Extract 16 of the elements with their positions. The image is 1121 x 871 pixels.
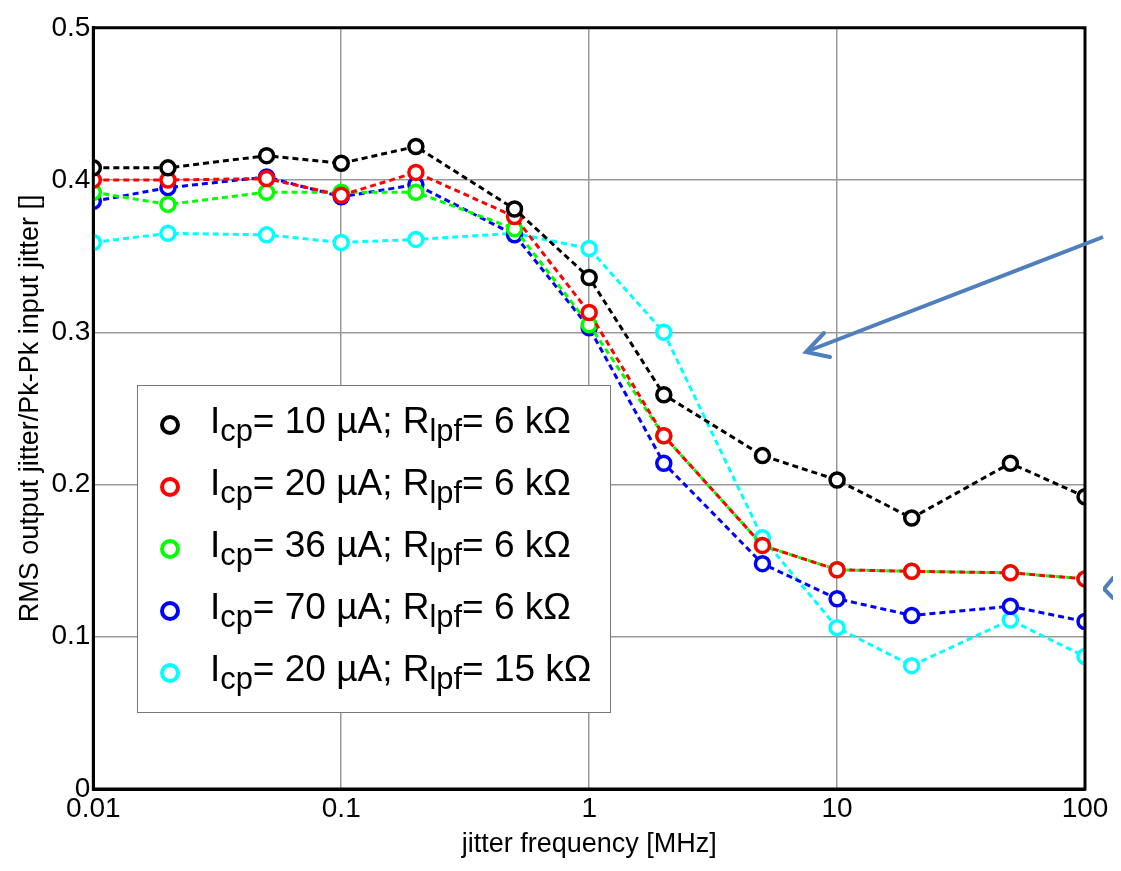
- x-tick-label: 100: [1061, 791, 1109, 823]
- x-tick-label: 10: [821, 791, 853, 823]
- y-tick-label: 0.2: [51, 467, 91, 499]
- y-tick-label: 0.4: [51, 162, 91, 194]
- legend-label: I$_{cp}$= 10 µA; R$_{lpf}$= 6 kΩ: [210, 400, 571, 450]
- x-tick-label: 1: [581, 791, 597, 823]
- x-axis-title: jitter frequency [MHz]: [460, 828, 717, 859]
- legend-label: I$_{cp}$= 70 µA; R$_{lpf}$= 6 kΩ: [210, 586, 571, 636]
- x-tick-label: 0.1: [321, 791, 361, 823]
- legend-label: I$_{cp}$= 36 µA; R$_{lpf}$= 6 kΩ: [210, 524, 571, 574]
- legend-label: I$_{cp}$= 20 µA; R$_{lpf}$= 15 kΩ: [210, 648, 592, 698]
- y-tick-label: 0.5: [51, 10, 91, 42]
- y-axis-title: RMS output jitter/Pk-Pk input jitter []: [13, 194, 44, 623]
- legend-label: I$_{cp}$= 20 µA; R$_{lpf}$= 6 kΩ: [210, 462, 571, 512]
- y-tick-label: 0.1: [51, 619, 91, 651]
- y-tick-label: 0.3: [51, 315, 91, 346]
